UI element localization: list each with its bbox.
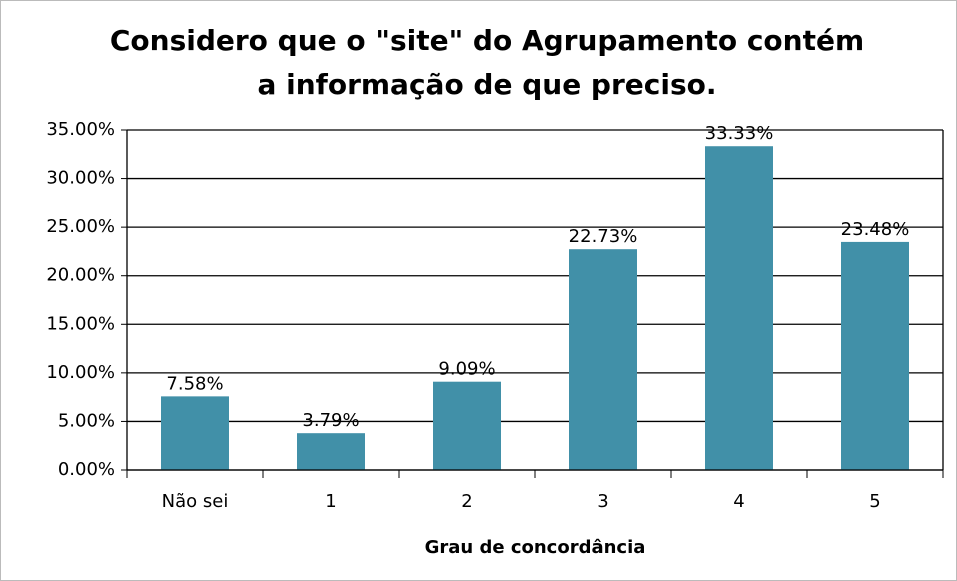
- data-label: 9.09%: [438, 359, 495, 380]
- x-tick-label: 1: [325, 491, 336, 512]
- bar: [569, 249, 637, 470]
- x-tick-label: 5: [869, 491, 880, 512]
- x-tick-label: 4: [733, 491, 744, 512]
- x-axis-label: Grau de concordância: [425, 537, 646, 558]
- y-tick-label: 15.00%: [46, 313, 115, 334]
- y-tick-label: 10.00%: [46, 362, 115, 383]
- data-label: 3.79%: [302, 410, 359, 431]
- data-label: 22.73%: [569, 226, 638, 247]
- chart-title: Considero que o "site" do Agrupamento co…: [110, 24, 864, 57]
- y-tick-label: 0.00%: [58, 459, 115, 480]
- data-label: 7.58%: [166, 373, 223, 394]
- data-label: 23.48%: [841, 219, 910, 240]
- y-tick-label: 5.00%: [58, 410, 115, 431]
- x-tick-label: 2: [461, 491, 472, 512]
- x-tick-label: 3: [597, 491, 608, 512]
- y-tick-label: 35.00%: [46, 119, 115, 140]
- bar: [161, 396, 229, 470]
- x-tick-label: Não sei: [162, 491, 229, 512]
- bar: [433, 381, 501, 470]
- data-label: 33.33%: [705, 123, 774, 144]
- chart-title: a informação de que preciso.: [257, 68, 716, 101]
- bar: [705, 146, 773, 471]
- y-tick-label: 25.00%: [46, 216, 115, 237]
- bar: [297, 433, 365, 470]
- y-tick-label: 20.00%: [46, 265, 115, 286]
- bar: [841, 241, 909, 470]
- y-tick-label: 30.00%: [46, 168, 115, 189]
